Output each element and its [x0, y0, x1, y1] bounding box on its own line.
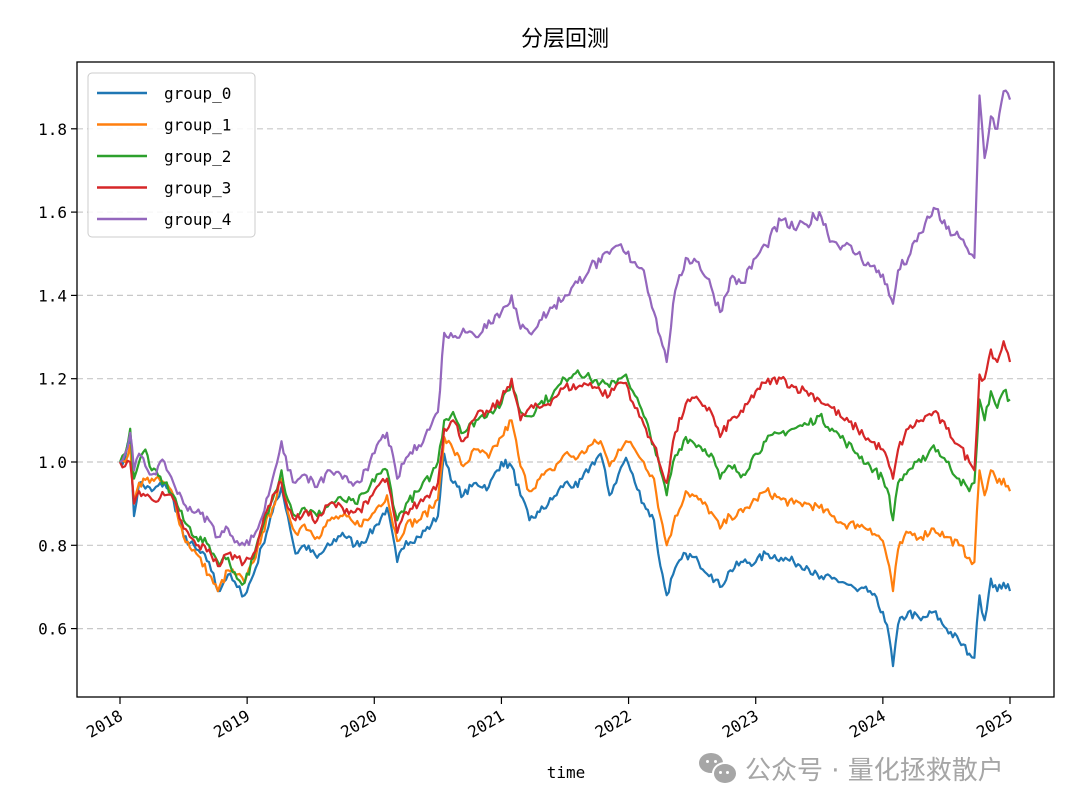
- x-tick-label: 2018: [83, 706, 126, 742]
- legend-label-group_3: group_3: [164, 179, 231, 198]
- y-tick-label: 1.8: [38, 120, 67, 139]
- x-tick-label: 2024: [846, 706, 889, 742]
- y-tick-label: 0.8: [38, 536, 67, 555]
- watermark-text: 公众号 · 量化拯救散户: [745, 755, 1004, 786]
- axes-frame: [76, 61, 1055, 698]
- series-line-group_1: [119, 419, 1012, 593]
- legend-box: [87, 72, 256, 238]
- x-tick-label: 2023: [719, 706, 762, 742]
- x-tick-label: 2025: [973, 706, 1016, 742]
- x-tick-label: 2019: [210, 706, 253, 742]
- x-tick-label: 2020: [337, 706, 380, 742]
- y-axis: 0.6 0.8 1.0 1.2 1.4 1.6 1.8: [38, 120, 77, 639]
- x-axis-label: time: [547, 763, 586, 782]
- legend-label-group_4: group_4: [164, 210, 231, 229]
- series-line-group_4: [119, 89, 1012, 547]
- y-tick-label: 1.2: [38, 370, 67, 389]
- wechat-icon: [697, 750, 738, 786]
- series-line-group_3: [119, 340, 1012, 568]
- data-series: [118, 89, 1012, 668]
- y-tick-label: 1.4: [38, 286, 67, 305]
- chart-title: 分层回测: [521, 27, 609, 52]
- y-tick-label: 0.6: [38, 620, 67, 639]
- x-tick-label: 2022: [592, 706, 635, 742]
- x-tick-label: 2021: [465, 706, 508, 742]
- y-tick-label: 1.0: [38, 453, 67, 472]
- legend-label-group_0: group_0: [164, 84, 231, 103]
- legend: group_0 group_1 group_2 group_3 group_4: [87, 72, 256, 238]
- legend-label-group_1: group_1: [164, 116, 231, 135]
- legend-label-group_2: group_2: [164, 147, 231, 166]
- x-axis: 2018 2019 2020 2021 2022 2023 2024 2025: [83, 697, 1016, 742]
- watermark: 公众号 · 量化拯救散户: [697, 748, 1004, 788]
- y-tick-label: 1.6: [38, 203, 67, 222]
